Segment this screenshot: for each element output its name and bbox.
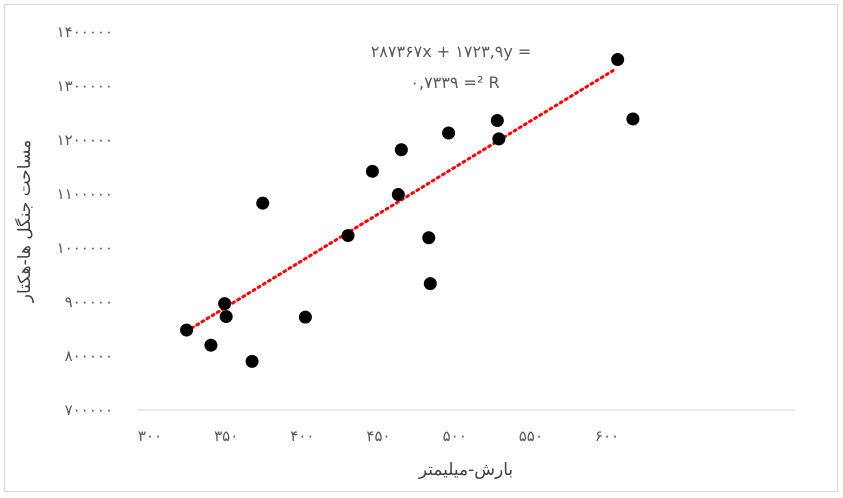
data-point (490, 114, 504, 128)
data-point (245, 354, 259, 368)
x-tick-label: ۳۵۰ (214, 427, 238, 445)
trendline-r-squared: ۰,۷۳۳۹ =² R (410, 73, 499, 92)
trendline-equation: ۲۸۷۳۶۷x + ۱۷۲۳,۹y = (371, 42, 532, 61)
data-point (492, 132, 506, 146)
y-tick-label: ۷۰۰۰۰۰ (65, 401, 113, 419)
y-tick-label: ۸۰۰۰۰۰ (65, 347, 113, 365)
x-tick-label: ۴۰۰ (290, 427, 314, 445)
x-tick-label: ۵۵۰ (519, 427, 543, 445)
x-tick-label: ۳۰۰ (138, 427, 162, 445)
chart-frame (4, 4, 838, 492)
data-point (626, 112, 640, 126)
data-point (394, 143, 408, 157)
data-point (219, 310, 233, 324)
data-point (423, 277, 437, 291)
data-point (365, 164, 379, 178)
data-point (391, 188, 405, 202)
data-point (180, 323, 194, 337)
y-tick-labels: ۷۰۰۰۰۰ ۸۰۰۰۰۰ ۹۰۰۰۰۰ ۱۰۰۰۰۰۰ ۱۱۰۰۰۰۰ ۱۲۰۰۰۰۰ ۱… (57, 23, 113, 419)
x-tick-label: ۵۰۰ (443, 427, 467, 445)
data-point (218, 297, 232, 311)
trendline (185, 69, 615, 333)
data-point (611, 53, 625, 67)
y-tick-label: ۱۰۰۰۰۰۰ (57, 239, 113, 257)
y-axis-title: مساحت جنگل ها-هکتار (14, 140, 35, 304)
x-tick-label: ۴۵۰ (366, 427, 390, 445)
x-tick-label: ۶۰۰ (595, 427, 619, 445)
data-point (204, 338, 218, 352)
data-point (442, 126, 456, 140)
data-point (422, 231, 436, 245)
x-axis-title: بارش-میلیمتر (418, 460, 513, 480)
trendline-line (185, 69, 615, 333)
y-tick-label: ۱۱۰۰۰۰۰ (57, 185, 113, 203)
data-points (180, 53, 640, 368)
data-point (256, 196, 270, 210)
y-tick-label: ۹۰۰۰۰۰ (65, 293, 113, 311)
x-tick-labels: ۳۰۰ ۳۵۰ ۴۰۰ ۴۵۰ ۵۰۰ ۵۵۰ ۶۰۰ (138, 427, 619, 445)
y-tick-label: ۱۳۰۰۰۰۰ (57, 77, 113, 95)
y-tick-label: ۱۲۰۰۰۰۰ (57, 131, 113, 149)
y-tick-label: ۱۴۰۰۰۰۰ (57, 23, 113, 41)
data-point (341, 229, 355, 243)
data-point (298, 310, 312, 324)
